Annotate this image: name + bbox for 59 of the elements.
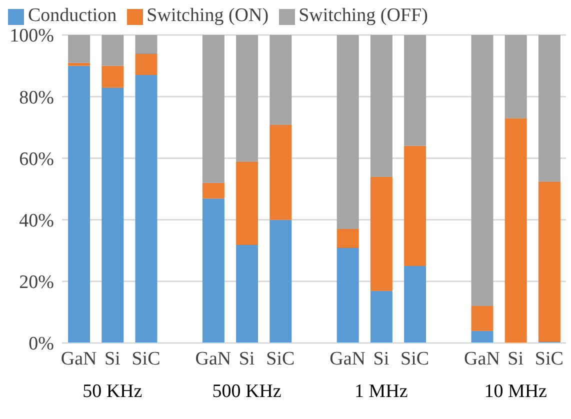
text: 10 MHz xyxy=(484,381,547,403)
x-tick-label: SiC xyxy=(400,348,430,370)
bar xyxy=(370,35,392,177)
bar xyxy=(236,35,258,162)
bar xyxy=(236,244,258,343)
bar xyxy=(135,35,158,54)
legend-label: Conduction xyxy=(28,5,117,26)
bar xyxy=(336,248,359,343)
bar xyxy=(370,176,392,291)
x-tick-label: Si xyxy=(373,348,390,370)
bar xyxy=(404,146,426,266)
x-tick-label: SiC xyxy=(266,348,295,370)
bar xyxy=(504,118,527,343)
x-tick-label: Si xyxy=(104,348,120,370)
x-tick-label: SiC xyxy=(534,348,564,370)
y-tick-label: 20% xyxy=(19,272,54,294)
bar xyxy=(404,266,426,343)
text: 500 KHz xyxy=(212,381,282,403)
bar xyxy=(471,330,494,343)
y-tick-label: 80% xyxy=(19,87,54,108)
bar xyxy=(270,35,292,124)
text: 50 KHz xyxy=(82,381,142,403)
bar xyxy=(471,306,494,331)
y-tick-label: 40% xyxy=(19,210,54,232)
bar xyxy=(102,87,124,343)
x-tick-label: SiC xyxy=(132,348,160,370)
x-tick-label: Si xyxy=(238,348,255,370)
bar xyxy=(270,220,292,343)
bar xyxy=(202,35,224,183)
bar xyxy=(68,62,90,66)
bar xyxy=(102,35,124,66)
y-tick-label: 0% xyxy=(28,334,54,355)
x-tick-label: Si xyxy=(508,348,524,370)
bar xyxy=(68,35,90,63)
legend-label: Switching (OFF) xyxy=(298,5,428,26)
y-tick-label: 100% xyxy=(10,26,54,47)
x-tick-label: GaN xyxy=(195,348,232,370)
bar xyxy=(471,35,494,306)
x-tick-label: GaN xyxy=(464,348,500,370)
bar xyxy=(404,35,426,146)
legend-label: Switching (ON) xyxy=(146,5,269,26)
bar xyxy=(538,35,560,182)
bar xyxy=(370,290,392,343)
bar xyxy=(135,75,158,343)
bar xyxy=(270,124,292,220)
bar xyxy=(336,35,359,230)
x-tick-label: GaN xyxy=(330,348,366,370)
bar xyxy=(135,53,158,76)
y-tick-label: 60% xyxy=(19,148,54,170)
bar xyxy=(202,182,224,198)
bar xyxy=(336,229,359,248)
x-tick-label: GaN xyxy=(60,348,98,370)
bar xyxy=(102,66,124,88)
bar xyxy=(538,181,560,342)
bar xyxy=(504,35,527,118)
bar xyxy=(236,161,258,244)
bar xyxy=(202,198,224,343)
text: 1 MHz xyxy=(354,381,408,403)
bar xyxy=(68,66,90,343)
